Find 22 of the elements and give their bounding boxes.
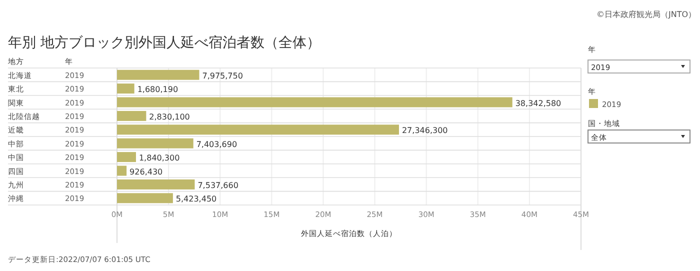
bar xyxy=(117,70,200,80)
data-label: 5,423,450 xyxy=(176,194,217,204)
bar xyxy=(117,124,399,135)
bar xyxy=(117,138,194,148)
bar xyxy=(117,179,195,190)
data-label: 926,430 xyxy=(130,167,163,176)
data-label: 7,975,750 xyxy=(202,71,243,80)
data-label: 27,346,300 xyxy=(402,126,448,136)
data-label: 1,840,300 xyxy=(138,154,180,163)
bar xyxy=(117,110,146,121)
bar xyxy=(117,152,136,162)
bar xyxy=(117,193,173,204)
bar xyxy=(117,84,134,94)
data-label: 7,537,660 xyxy=(198,180,238,190)
bar xyxy=(117,97,512,108)
text: ©日本政府観光局（JNTO） xyxy=(596,10,696,19)
data-label: 1,680,190 xyxy=(137,85,178,94)
chart-title: 年別 地方ブロック別外国人延べ宿泊者数（全体） xyxy=(8,35,320,51)
data-label: 38,342,580 xyxy=(515,98,562,108)
bar xyxy=(117,166,127,176)
data-label: 2,830,100 xyxy=(149,112,190,122)
data-label: 7,403,690 xyxy=(196,140,238,149)
